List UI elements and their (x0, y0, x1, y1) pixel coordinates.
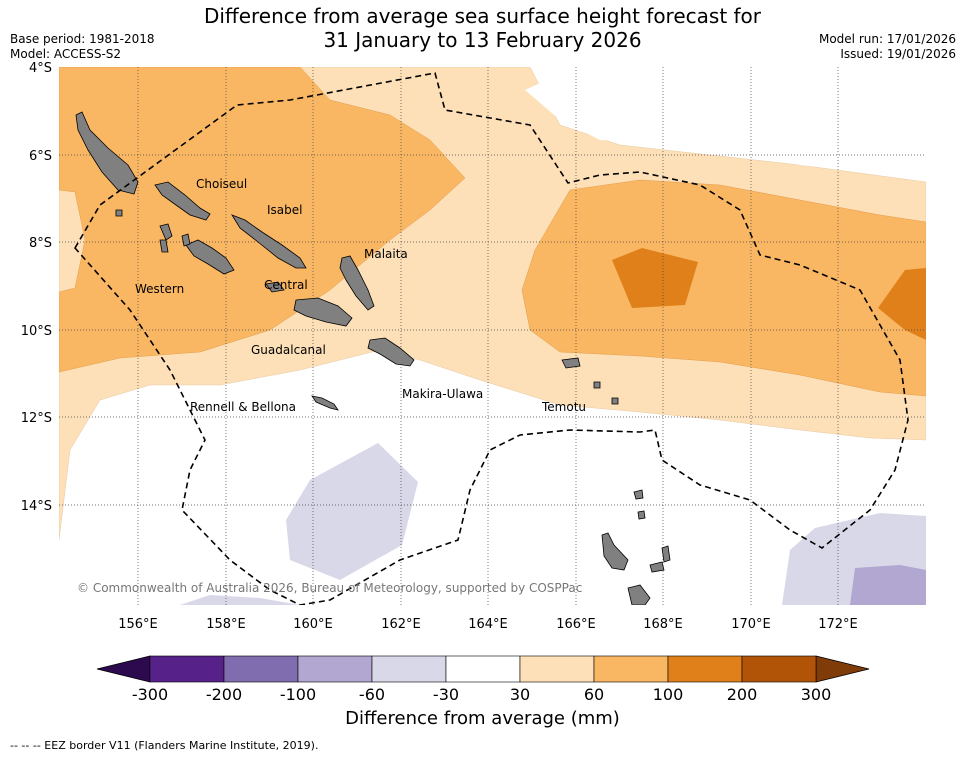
small-island-4 (115, 209, 123, 217)
anomaly-region-neg-100-60-southeast (850, 565, 926, 605)
lon-tick-label: 170°E (731, 617, 771, 632)
small-island-6 (611, 397, 619, 405)
anomaly-region-100-200-east-edge (878, 268, 926, 340)
anomaly-region-100-200-center (612, 248, 698, 308)
colorbar-tick-label: -30 (433, 685, 459, 700)
colorbar-swatch (149, 655, 225, 683)
malakula-island (627, 584, 651, 605)
espiritu-santo-island (601, 532, 629, 571)
place-label-isabel: Isabel (267, 203, 302, 217)
small-island-5 (661, 545, 671, 563)
lon-tick-label: 172°E (818, 617, 858, 632)
copyright-text: © Commonwealth of Australia 2026, Bureau… (77, 581, 582, 595)
small-island-2 (637, 510, 646, 520)
anomaly-region-neg-60-30-southwest (180, 595, 300, 605)
base-period-text: Base period: 1981-2018 (10, 32, 155, 46)
colorbar-swatch (445, 655, 521, 683)
florida-islands (265, 281, 285, 293)
lon-tick-label: 158°E (206, 617, 246, 632)
chart-title: Difference from average sea surface heig… (0, 4, 965, 52)
lat-tick-label: 12°S (21, 411, 52, 426)
colorbar-swatch (223, 655, 299, 683)
ambae-island (649, 561, 665, 573)
lat-tick-label: 4°S (29, 61, 52, 76)
guadalcanal-island (293, 297, 353, 327)
place-label-temotu: Temotu (541, 400, 586, 414)
new-georgia-island (185, 239, 235, 275)
ranongga-island (159, 239, 169, 253)
colorbar-tick-label: -300 (132, 685, 168, 700)
colorbar-swatch (297, 655, 373, 683)
anomaly-region-60-100-east (521, 179, 926, 397)
meta-right: Model run: 17/01/2026 Issued: 19/01/2026 (819, 32, 956, 62)
makira-island (367, 337, 415, 367)
title-line-2: 31 January to 13 February 2026 (323, 28, 642, 52)
colorbar-extend-low (96, 655, 151, 683)
eez-legend-note: -- -- -- EEZ border V11 (Flanders Marine… (10, 739, 319, 752)
small-island-1 (633, 489, 644, 500)
lat-tick-label: 10°S (21, 324, 52, 339)
colorbar-extend-high (815, 655, 870, 683)
place-label-malaita: Malaita (364, 247, 408, 261)
model-run-text: Model run: 17/01/2026 (818, 32, 956, 46)
choiseul-island (154, 181, 211, 221)
place-label-guadalcanal: Guadalcanal (251, 343, 326, 357)
colorbar-swatch (519, 655, 595, 683)
forecast-map: Choiseul Isabel Malaita Western Central … (21, 61, 926, 700)
lat-tick-label: 8°S (29, 236, 52, 251)
colorbar-tick-label: -200 (206, 685, 242, 700)
small-island-3 (181, 233, 191, 247)
lat-tick-label: 14°S (21, 499, 52, 514)
colorbar-tick-label: 60 (584, 685, 604, 700)
place-label-western: Western (135, 282, 184, 296)
lat-tick-label: 6°S (29, 149, 52, 164)
colorbar-swatch (371, 655, 447, 683)
longitude-axis: 156°E 158°E 160°E 162°E 164°E 166°E 168°… (118, 617, 858, 632)
latitude-axis: 4°S 6°S 8°S 10°S 12°S 14°S (21, 61, 52, 514)
eez-border (74, 72, 909, 605)
santa-cruz-island (561, 357, 581, 369)
lon-tick-label: 162°E (381, 617, 421, 632)
model-text: Model: ACCESS-S2 (10, 47, 122, 61)
graticule (59, 67, 926, 605)
colorbar-swatch (741, 655, 817, 683)
colorbar-tick-label: -60 (359, 685, 385, 700)
colorbar-tick-label: 30 (510, 685, 530, 700)
vella-lavella-island (159, 223, 173, 241)
colorbar-tick-label: -100 (280, 685, 316, 700)
lon-tick-label: 168°E (643, 617, 683, 632)
place-label-makira-ulawa: Makira-Ulawa (402, 387, 483, 401)
place-label-rennell-bellona: Rennell & Bellona (190, 400, 296, 414)
colorbar-tick-label: 200 (727, 685, 758, 700)
lon-tick-label: 156°E (118, 617, 158, 632)
place-label-central: Central (264, 278, 308, 292)
malaita-island (339, 255, 375, 311)
colorbar-tick-label: 100 (653, 685, 684, 700)
anomaly-region-neg-60-30-center (286, 443, 418, 580)
meta-left: Base period: 1981-2018 Model: ACCESS-S2 (10, 32, 155, 62)
colorbar-title: Difference from average (mm) (345, 708, 620, 729)
rennell-island (311, 395, 339, 411)
bougainville-island (75, 111, 139, 195)
lon-tick-label: 166°E (556, 617, 596, 632)
place-label-choiseul: Choiseul (196, 177, 247, 191)
map-plot-area: Choiseul Isabel Malaita Western Central … (59, 67, 926, 605)
colorbar: -300 -200 -100 -60 -30 30 60 100 200 300 (96, 655, 870, 700)
land-masses (75, 111, 671, 605)
issued-text: Issued: 19/01/2026 (840, 47, 956, 61)
colorbar-swatch (667, 655, 743, 683)
anomaly-region-neutral-notch (525, 67, 926, 180)
small-island-7 (593, 381, 601, 389)
lon-tick-label: 160°E (293, 617, 333, 632)
colorbar-tick-label: 300 (801, 685, 832, 700)
title-line-1: Difference from average sea surface heig… (203, 4, 762, 28)
colorbar-swatch (593, 655, 669, 683)
lon-tick-label: 164°E (468, 617, 508, 632)
isabel-island (231, 214, 307, 269)
